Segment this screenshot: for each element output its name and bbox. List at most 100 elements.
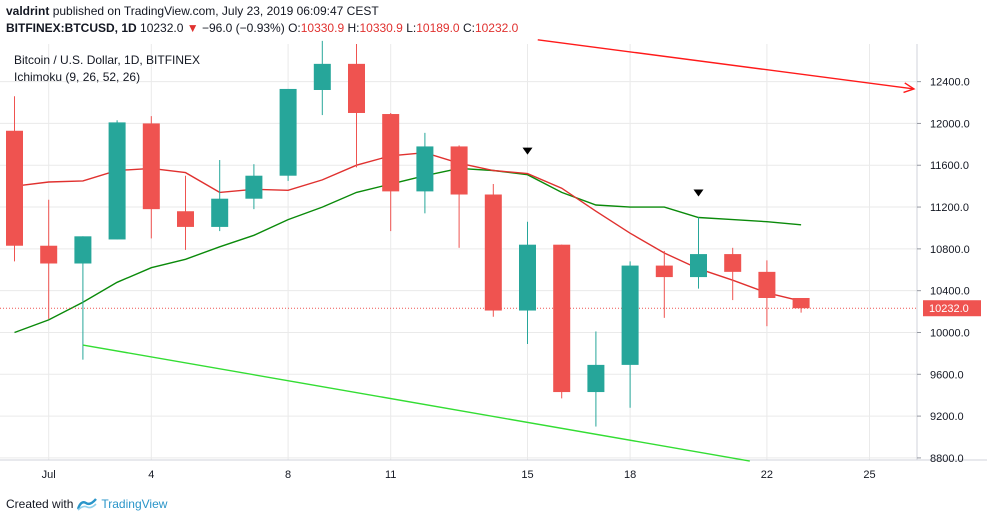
candle — [6, 96, 23, 262]
chart-title: Bitcoin / U.S. Dollar, 1D, BITFINEX — [14, 53, 200, 67]
candle-body — [416, 146, 434, 192]
candle — [587, 331, 605, 427]
price-change: −96.0 (−0.93%) — [201, 21, 285, 35]
low-label: L: — [406, 21, 417, 35]
price-tick-label: 11200.0 — [930, 202, 969, 214]
time-tick-label: Jul — [42, 469, 56, 481]
candle — [348, 44, 365, 168]
candle-body — [553, 244, 571, 393]
high-value: 10330.9 — [359, 21, 403, 35]
down-marker-icon — [693, 189, 704, 197]
resistance-trend-line — [537, 39, 915, 90]
candle — [382, 112, 400, 232]
time-tick-label: 25 — [863, 469, 875, 481]
candle — [40, 199, 58, 319]
candle — [758, 260, 776, 327]
time-tick-label: 15 — [521, 469, 533, 481]
candle-body — [211, 198, 229, 227]
price-tick-label: 10400.0 — [930, 286, 970, 298]
candle-body — [279, 88, 297, 176]
candle-body — [142, 123, 160, 210]
time-tick-label: 4 — [148, 469, 154, 481]
candle — [484, 184, 502, 317]
price-tick-label: 11600.0 — [930, 160, 969, 172]
time-tick-label: 11 — [385, 469, 396, 481]
time-tick-label: 8 — [285, 469, 291, 481]
candle — [211, 160, 229, 232]
close-value: 10232.0 — [474, 21, 519, 35]
last-price: 10232.0 — [140, 21, 184, 35]
candle — [655, 250, 673, 318]
price-tick-label: 12400.0 — [930, 77, 970, 89]
candle — [792, 297, 810, 313]
down-triangle-icon: ▼ — [186, 21, 199, 35]
candle — [724, 247, 742, 301]
candle — [245, 164, 263, 210]
candle-body — [245, 175, 263, 199]
publish-info: valdrint published on TradingView.com, J… — [6, 4, 379, 18]
candle-body — [6, 130, 23, 246]
candle-body — [621, 265, 639, 365]
price-tick-label: 10800.0 — [930, 244, 970, 256]
candle — [416, 132, 434, 214]
price-tick-label: 9200.0 — [930, 411, 964, 423]
open-value: 10330.9 — [300, 21, 345, 35]
tradingview-logo-icon — [77, 498, 98, 511]
candle-body — [177, 211, 194, 227]
candle-body — [40, 245, 58, 264]
time-axis: Jul48111518222529A — [42, 469, 876, 481]
candle — [177, 175, 194, 250]
price-axis: 12400.0 12000.0 11600.0 11200.0 10800.0 10400… — [917, 77, 981, 465]
candle-body — [587, 364, 605, 393]
candle — [313, 40, 331, 116]
published-text: published on TradingView.com, July 23, 2… — [52, 4, 379, 18]
candle — [279, 88, 297, 181]
candle-body — [758, 271, 776, 298]
ohlc-header: BITFINEX:BTCUSD, 1D 10232.0 ▼ −96.0 (−0.… — [6, 21, 518, 35]
author-name[interactable]: valdrint — [6, 4, 50, 18]
price-tick-label: 8800.0 — [930, 453, 964, 465]
time-tick-label: 22 — [761, 469, 773, 481]
candle-body — [74, 236, 92, 264]
trend-lines — [82, 39, 916, 462]
down-marker-icon — [522, 147, 533, 155]
candle-body — [484, 194, 502, 311]
price-tag — [923, 300, 981, 317]
candle — [519, 221, 536, 344]
candle-body — [792, 297, 810, 309]
close-label: C: — [462, 21, 475, 35]
time-tick-label: 18 — [624, 469, 636, 481]
price-tick-label: 10000.0 — [930, 327, 970, 339]
candle-body — [108, 122, 126, 240]
ichimoku-base-line — [14, 167, 802, 334]
arrow-head-icon — [903, 82, 916, 94]
candle-body — [690, 254, 707, 278]
candle-body — [450, 146, 468, 195]
candle — [74, 236, 92, 360]
created-with-text: Created with — [6, 497, 74, 511]
tradingview-brand[interactable]: TradingView — [101, 497, 168, 511]
price-tag-label: 10232.0 — [929, 303, 969, 315]
candle-body — [382, 114, 400, 192]
footer: Created with TradingView — [6, 497, 167, 511]
candle-body — [519, 244, 536, 311]
price-tick-label: 9600.0 — [930, 369, 964, 381]
candle — [450, 145, 468, 248]
open-label: O: — [288, 21, 301, 35]
price-tick-label: 12000.0 — [930, 118, 970, 130]
candle-body — [313, 63, 331, 90]
support-trend-line — [82, 344, 750, 462]
candle-body — [348, 63, 365, 113]
candle — [621, 261, 639, 408]
candle — [553, 244, 571, 399]
symbol-label: BITFINEX:BTCUSD, 1D — [6, 21, 137, 35]
ichimoku-conversion-line — [14, 151, 802, 302]
candles — [6, 40, 810, 427]
candle — [108, 120, 126, 240]
indicator-label: Ichimoku (9, 26, 52, 26) — [14, 70, 140, 84]
high-label: H: — [347, 21, 360, 35]
low-value: 10189.0 — [416, 21, 460, 35]
candle-body — [724, 254, 742, 272]
candle — [690, 217, 707, 289]
